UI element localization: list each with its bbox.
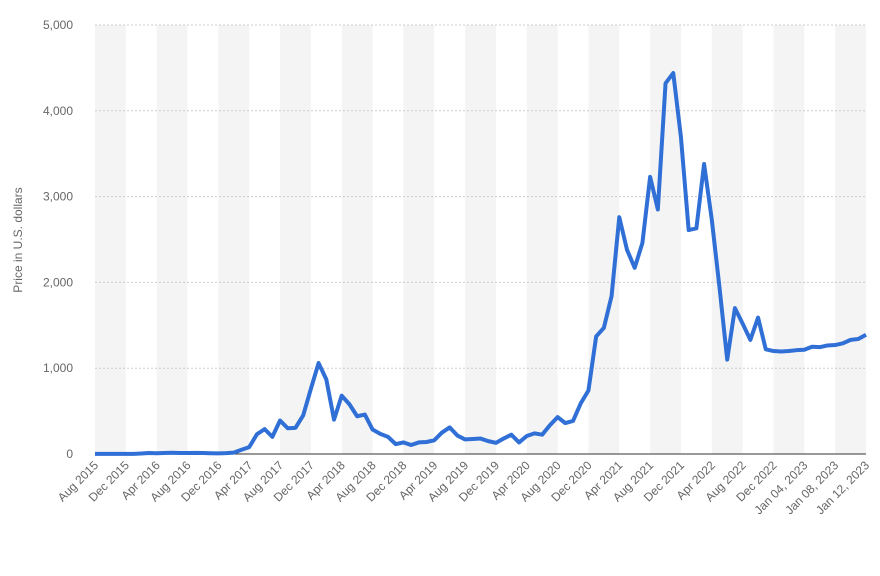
stripe — [773, 25, 805, 454]
stripe — [835, 25, 866, 454]
stripe — [526, 25, 558, 454]
stripe — [341, 25, 373, 454]
y-axis-label: Price in U.S. dollars — [11, 187, 25, 292]
stripe — [280, 25, 311, 454]
y-tick-label: 2,000 — [43, 275, 73, 289]
y-tick-label: 0 — [66, 447, 73, 461]
stripe — [218, 25, 250, 454]
stripe — [156, 25, 188, 454]
stripe — [403, 25, 435, 454]
y-tick-label: 3,000 — [43, 190, 73, 204]
stripe — [588, 25, 620, 454]
stripe — [465, 25, 496, 454]
y-tick-label: 4,000 — [43, 104, 73, 118]
stripe — [95, 25, 126, 454]
stripe — [711, 25, 743, 454]
y-tick-label: 1,000 — [43, 361, 73, 375]
line — [95, 71, 867, 456]
y-tick-label: 5,000 — [43, 18, 73, 32]
